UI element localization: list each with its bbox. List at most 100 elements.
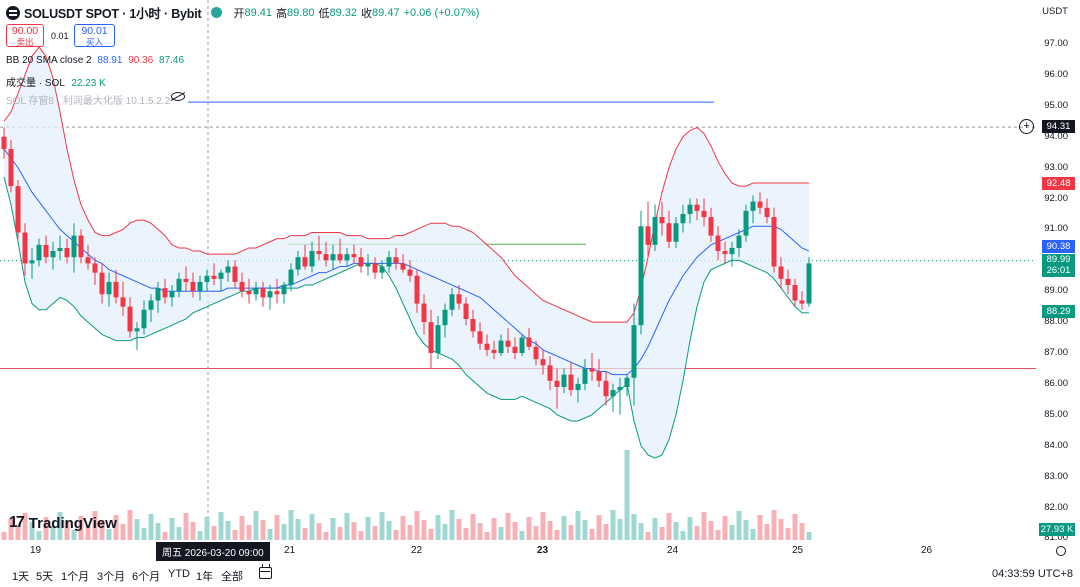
candle-body (568, 374, 574, 391)
volume-bar (680, 531, 686, 540)
candle-body (78, 235, 84, 258)
range-button-1[interactable]: 5天 (36, 571, 54, 583)
range-button-7[interactable]: 全部 (221, 571, 243, 583)
candle-body (491, 349, 497, 353)
calendar-icon[interactable] (259, 564, 272, 579)
candle-body (603, 380, 609, 397)
candle-body (582, 368, 588, 384)
range-button-3[interactable]: 3个月 (97, 571, 126, 583)
volume-bar (351, 522, 357, 540)
gear-icon[interactable] (1056, 546, 1066, 556)
volume-bar (106, 529, 112, 540)
candle-body (15, 186, 21, 233)
volume-bar (610, 510, 616, 540)
volume-bar (547, 521, 553, 540)
bollinger-lower (3, 176, 809, 459)
candle-body (512, 346, 518, 353)
volume-bar (113, 515, 119, 540)
custom-indicator-legend[interactable]: SOL 存窗8 · 利润最大化版 10.1.5.2.2 (6, 92, 170, 107)
candle-body (134, 328, 140, 332)
candle-body (428, 322, 434, 353)
candle-body (771, 217, 777, 267)
candle-body (358, 257, 364, 267)
tradingview-wordmark: TradingView (28, 514, 117, 532)
volume-bar (274, 515, 280, 540)
candle-body (204, 275, 210, 282)
buy-button[interactable]: 90.01 买入 (74, 24, 115, 47)
volume-bar (666, 513, 672, 540)
time-axis-label: 24 (667, 545, 679, 556)
price-axis-label: 83.00 (1044, 470, 1068, 482)
currency-label[interactable]: USDT (1042, 6, 1068, 17)
volume-bar (393, 530, 399, 540)
symbol-title[interactable]: SOLUSDT SPOT · 1小时 · Bybit (24, 7, 202, 21)
volume-bar (526, 517, 532, 540)
volume-bar (687, 517, 693, 540)
volume-bar (22, 513, 28, 540)
tradingview-mark-icon: 17 (9, 514, 25, 531)
volume-bar (57, 512, 63, 540)
candle-body (330, 254, 336, 261)
volume-bar (50, 526, 56, 540)
candle-body (50, 251, 56, 258)
volume-bar (519, 531, 525, 540)
candle-body (400, 263, 406, 270)
volume-bar (358, 531, 364, 540)
candle-body (43, 244, 49, 258)
candle-body (596, 371, 602, 381)
price-chart[interactable] (0, 0, 1080, 562)
price-axis-label: 93.00 (1044, 161, 1068, 173)
candle-body (561, 374, 567, 387)
candle-body (169, 291, 175, 298)
buy-price: 90.01 (81, 25, 108, 37)
volume-indicator-legend[interactable]: 成交量 · SOL 22.23 K (6, 74, 106, 89)
candle-body (162, 288, 168, 298)
candle-body (29, 260, 35, 264)
bb-basis-value: 88.91 (97, 55, 123, 66)
range-button-0[interactable]: 1天 (12, 571, 30, 583)
close-value: 89.47 (372, 6, 400, 19)
price-axis-label: 86.00 (1044, 377, 1068, 389)
candle-body (260, 288, 266, 298)
bb-indicator-legend[interactable]: BB 20 SMA close 2 88.91 90.36 87.46 (6, 55, 184, 66)
volume-bar (715, 530, 721, 540)
candle-body (218, 272, 224, 279)
candle-body (435, 325, 441, 353)
spread-value: 0.01 (51, 31, 69, 41)
range-button-2[interactable]: 1个月 (61, 571, 90, 583)
candle-body (729, 247, 735, 255)
vol-value: 22.23 K (71, 78, 106, 89)
hidden-eye-icon[interactable] (171, 92, 185, 101)
volume-bar (435, 515, 441, 540)
range-button-5[interactable]: YTD (168, 568, 190, 580)
market-status-icon (211, 7, 223, 18)
tradingview-logo[interactable]: 17 TradingView (9, 514, 117, 532)
bar-countdown: 26:01 (1046, 265, 1071, 276)
add-alert-plus-icon[interactable]: + (1019, 119, 1034, 134)
volume-bar (225, 521, 231, 540)
volume-bar (589, 529, 595, 540)
clock-time[interactable]: 04:33:59 UTC+8 (991, 568, 1073, 580)
candle-body (365, 263, 371, 267)
range-button-6[interactable]: 1年 (196, 571, 214, 583)
candle-body (589, 368, 595, 372)
volume-bar (505, 513, 511, 540)
time-axis-label: 21 (284, 545, 296, 556)
candle-body (351, 254, 357, 258)
volume-bar (29, 522, 35, 540)
sell-button[interactable]: 90.00 卖出 (6, 24, 44, 47)
candle-body (148, 300, 154, 310)
volume-bar (729, 525, 735, 540)
candle-body (785, 278, 791, 286)
price-axis-label: 89.00 (1044, 285, 1068, 297)
high-value: 89.80 (286, 6, 315, 19)
price-axis-label: 92.00 (1044, 192, 1068, 204)
volume-bar (260, 520, 266, 540)
candle-body (22, 232, 28, 264)
candle-body (617, 386, 623, 391)
candle-body (757, 201, 763, 208)
candle-body (176, 278, 182, 292)
volume-bar (211, 526, 217, 540)
range-button-4[interactable]: 6个月 (132, 571, 161, 583)
volume-bar (554, 530, 560, 540)
